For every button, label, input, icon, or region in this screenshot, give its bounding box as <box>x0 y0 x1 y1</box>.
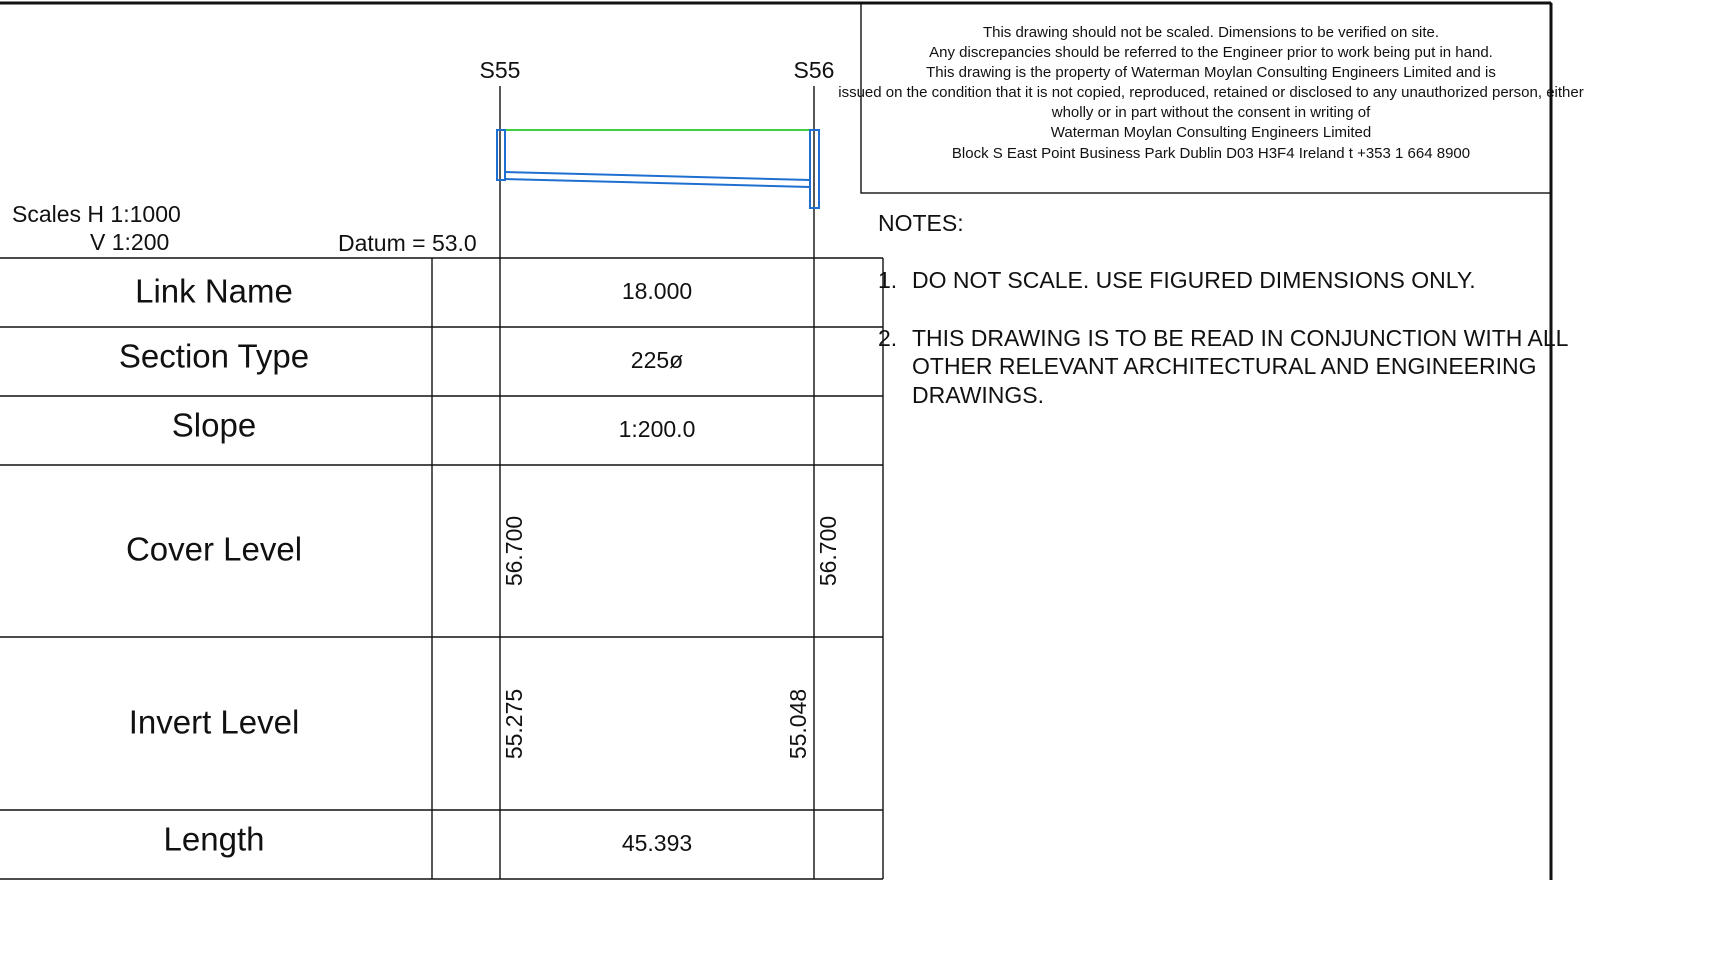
scale-vertical: V 1:200 <box>90 229 169 255</box>
disclaimer-line: Waterman Moylan Consulting Engineers Lim… <box>1051 124 1371 141</box>
row-value: 56.700 <box>815 516 841 586</box>
row-value: 55.048 <box>785 689 811 759</box>
node-label: S55 <box>480 57 521 83</box>
disclaimer-line: This drawing should not be scaled. Dimen… <box>983 24 1439 41</box>
row-label: Cover Level <box>126 531 302 568</box>
manhole <box>496 129 506 181</box>
manhole <box>809 129 820 209</box>
pipe-bottom <box>504 178 811 188</box>
note-number: 2. <box>878 325 897 351</box>
disclaimer-line: Any discrepancies should be referred to … <box>929 44 1493 61</box>
node-label: S56 <box>794 57 835 83</box>
disclaimer-box <box>860 2 1552 194</box>
notes-title: NOTES: <box>878 210 964 236</box>
row-value: 45.393 <box>622 830 692 856</box>
row-label: Invert Level <box>129 704 300 741</box>
row-value: 56.700 <box>501 516 527 586</box>
scale-horizontal: Scales H 1:1000 <box>12 201 181 227</box>
row-label: Length <box>164 821 265 858</box>
disclaimer-line: Block S East Point Business Park Dublin … <box>952 145 1470 162</box>
row-value: 225ø <box>631 347 683 373</box>
note-number: 1. <box>878 267 897 293</box>
disclaimer-line: wholly or in part without the consent in… <box>1051 104 1371 121</box>
row-value: 1:200.0 <box>619 416 696 442</box>
row-label: Slope <box>172 407 256 444</box>
row-value: 18.000 <box>622 278 692 304</box>
datum: Datum = 53.0 <box>338 230 477 256</box>
pipe-top <box>504 171 811 181</box>
disclaimer-line: This drawing is the property of Waterman… <box>926 64 1496 81</box>
disclaimer-line: issued on the condition that it is not c… <box>838 84 1583 101</box>
table-grid <box>0 257 884 880</box>
row-label: Link Name <box>135 273 293 310</box>
row-label: Section Type <box>119 338 309 375</box>
note-line: DO NOT SCALE. USE FIGURED DIMENSIONS ONL… <box>912 267 1476 293</box>
note-line: OTHER RELEVANT ARCHITECTURAL AND ENGINEE… <box>912 353 1537 379</box>
row-value: 55.275 <box>501 689 527 759</box>
note-line: DRAWINGS. <box>912 382 1044 408</box>
note-line: THIS DRAWING IS TO BE READ IN CONJUNCTIO… <box>912 325 1569 351</box>
